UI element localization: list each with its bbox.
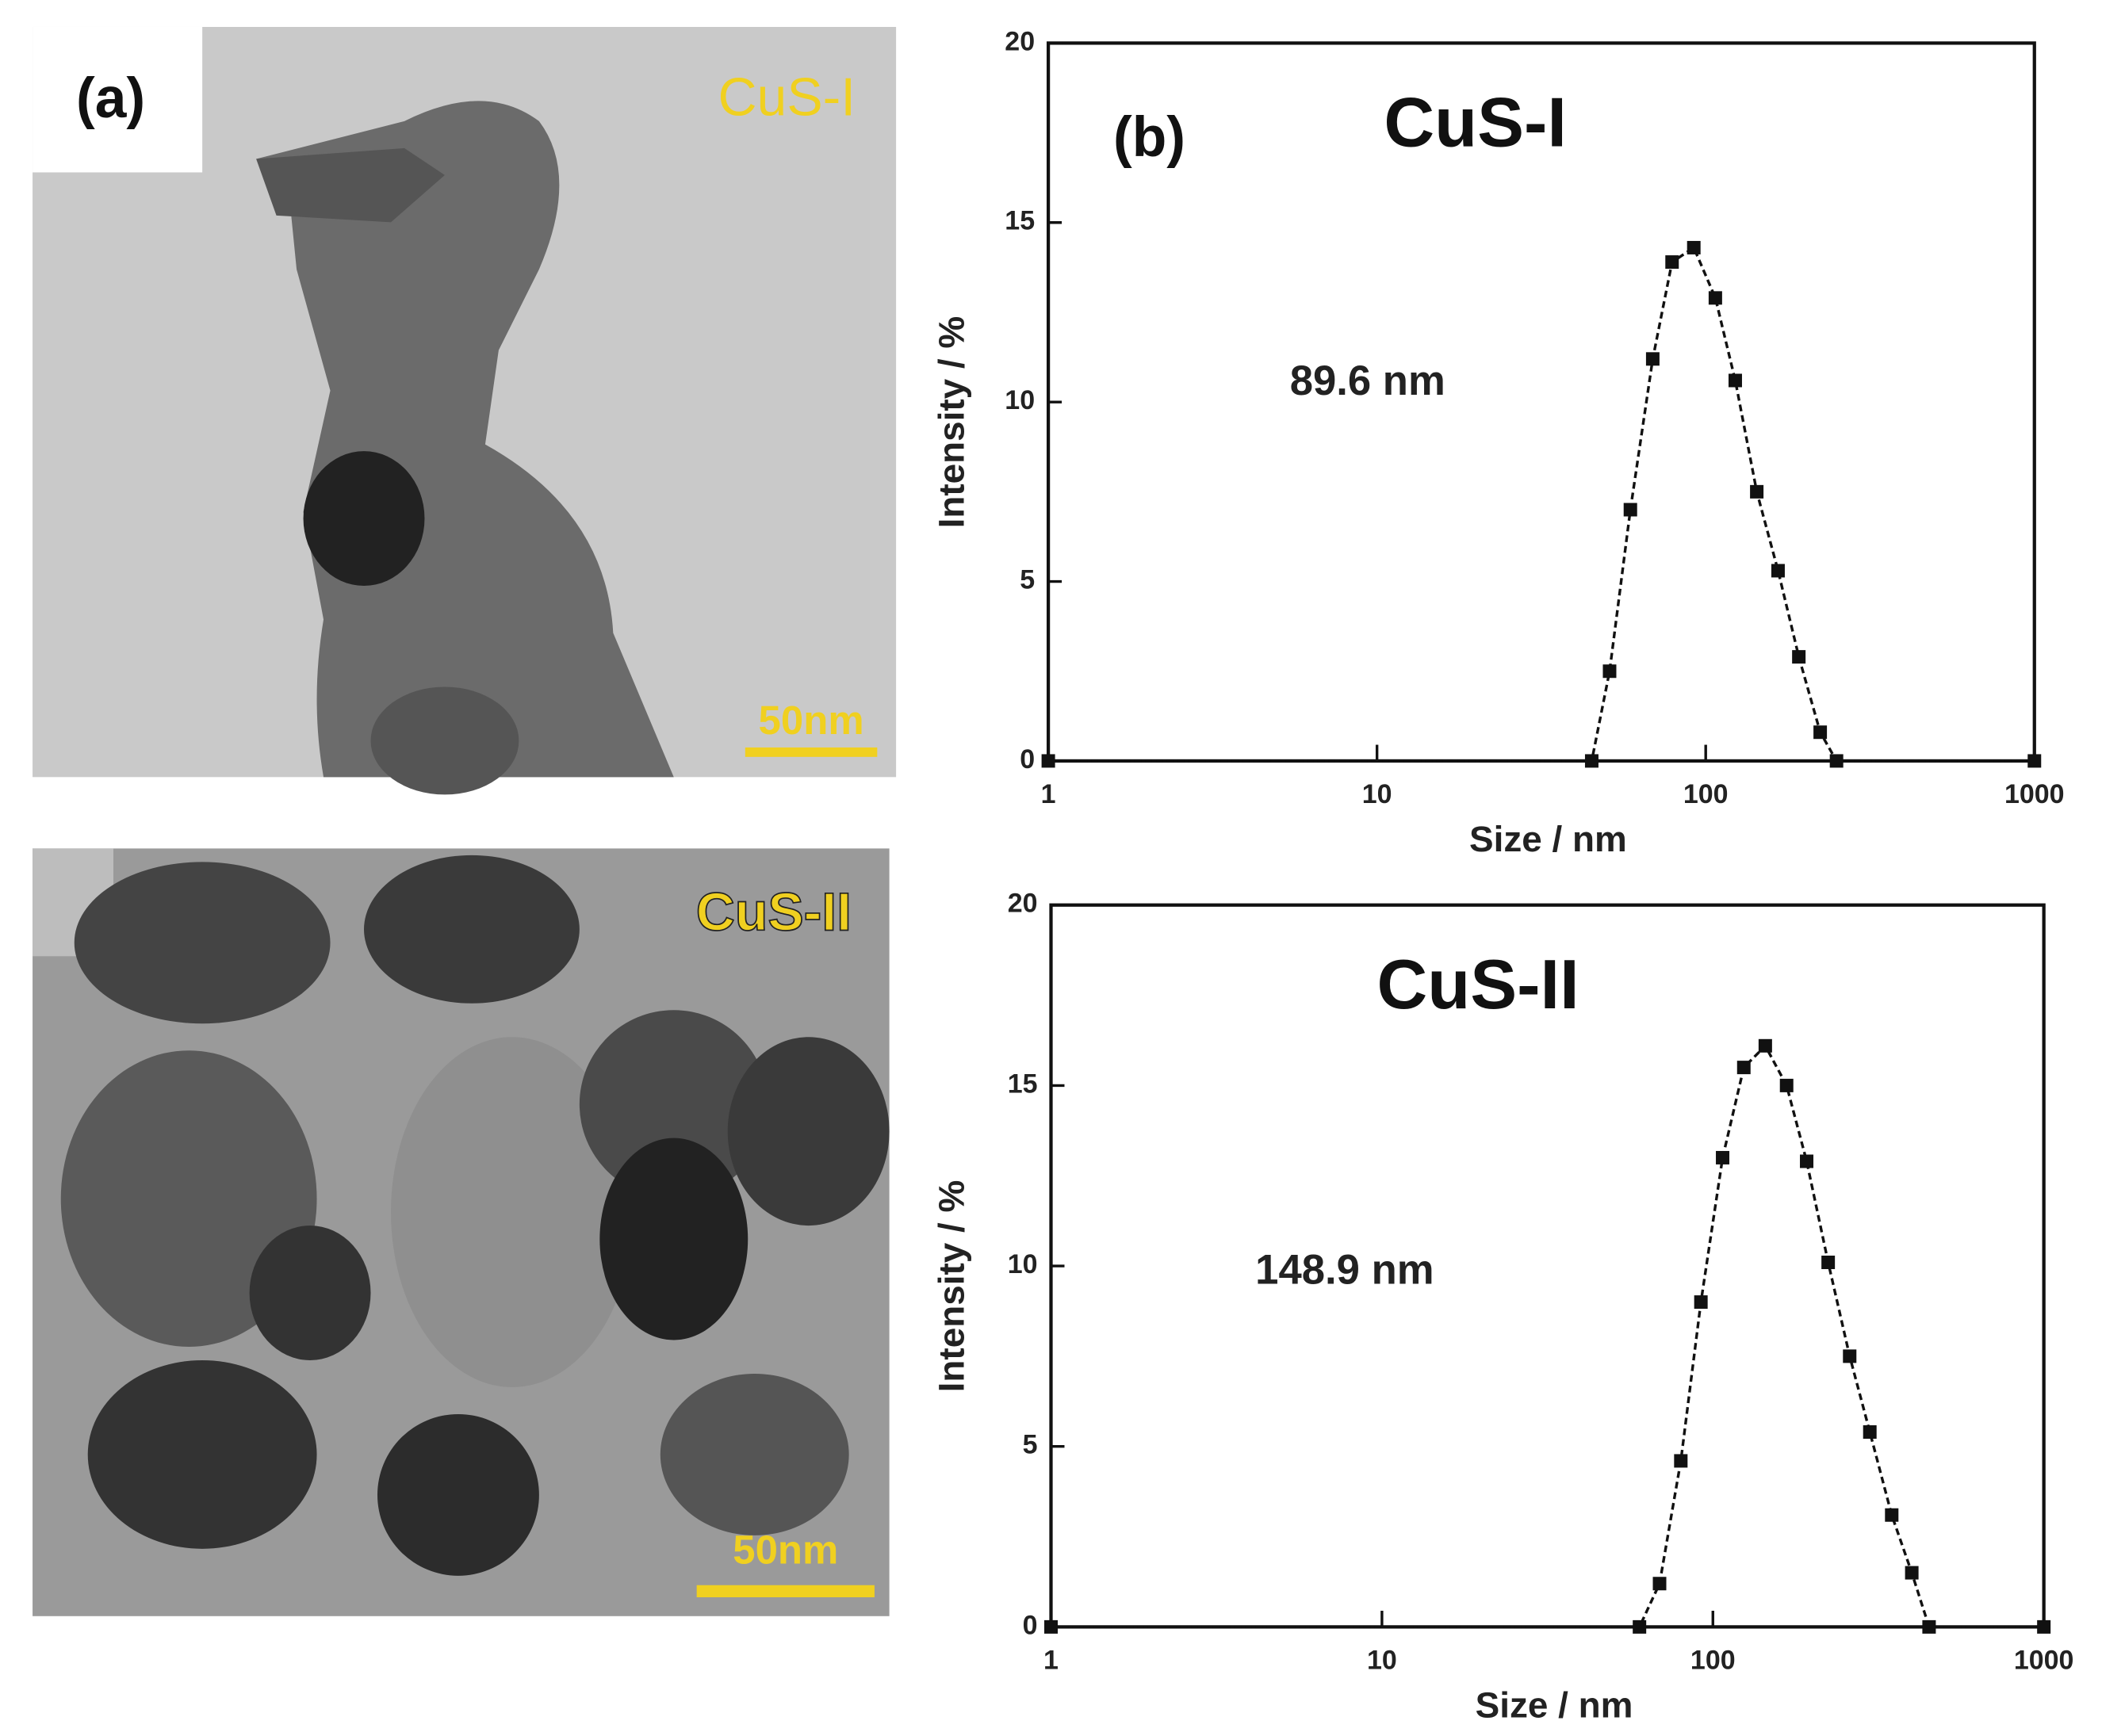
annotation: 89.6 nm xyxy=(1290,358,1445,404)
data-point xyxy=(1041,754,1055,768)
chart-title: CuS-II xyxy=(1377,945,1579,1023)
scale-bar-label: 50nm xyxy=(759,698,864,743)
data-point xyxy=(1750,484,1764,499)
x-tick-label: 10 xyxy=(1367,1646,1397,1676)
data-point xyxy=(1800,1154,1814,1168)
data-point xyxy=(2027,754,2042,768)
data-line xyxy=(1048,245,2035,763)
y-tick-label: 20 xyxy=(1005,26,1035,56)
data-point xyxy=(1758,1038,1772,1053)
data-point xyxy=(1779,1078,1794,1092)
data-line xyxy=(1051,1043,2044,1629)
image-label: CuS-I xyxy=(718,67,856,127)
data-point xyxy=(1863,1425,1877,1439)
x-tick-label: 100 xyxy=(1690,1646,1736,1676)
data-point xyxy=(1813,725,1828,740)
x-axis-label: Size / nm xyxy=(1476,1684,1633,1725)
data-point xyxy=(1694,1295,1708,1310)
data-point xyxy=(1922,1619,1936,1634)
y-tick-label: 15 xyxy=(1008,1069,1038,1099)
y-axis-label: Intensity / % xyxy=(930,1180,971,1393)
x-tick-label: 1 xyxy=(1043,1646,1059,1676)
x-tick-label: 10 xyxy=(1362,779,1392,809)
scale-bar-label: 50nm xyxy=(733,1527,838,1572)
x-tick-label: 100 xyxy=(1683,779,1729,809)
y-axis-label: Intensity / % xyxy=(930,316,971,529)
annotation: 148.9 nm xyxy=(1255,1246,1434,1293)
y-tick-label: 20 xyxy=(1008,889,1038,919)
data-point xyxy=(1584,754,1599,768)
image-label: CuS-II xyxy=(696,881,852,942)
y-tick-label: 5 xyxy=(1023,1430,1038,1460)
data-point xyxy=(1821,1256,1836,1269)
x-axis-label: Size / nm xyxy=(1469,818,1627,859)
data-point xyxy=(1708,291,1722,305)
data-point xyxy=(1728,373,1742,388)
tem-image xyxy=(33,26,897,795)
data-point xyxy=(1633,1619,1647,1634)
data-point xyxy=(1736,1061,1751,1075)
y-tick-label: 10 xyxy=(1005,385,1035,415)
y-tick-label: 0 xyxy=(1020,744,1035,774)
data-point xyxy=(1044,1619,1058,1634)
data-point xyxy=(1716,1150,1730,1164)
data-point xyxy=(1652,1577,1667,1591)
data-point xyxy=(1829,754,1844,768)
data-point xyxy=(1665,255,1679,270)
data-point xyxy=(1674,1454,1688,1468)
data-point xyxy=(1645,352,1660,366)
panel-label: (b) xyxy=(1113,105,1185,169)
x-tick-label: 1 xyxy=(1041,779,1056,809)
data-point xyxy=(1792,650,1806,664)
y-tick-label: 15 xyxy=(1005,206,1035,236)
x-tick-label: 1000 xyxy=(2004,779,2065,809)
chart-title: CuS-I xyxy=(1384,83,1567,162)
data-point xyxy=(2037,1619,2051,1634)
y-tick-label: 0 xyxy=(1023,1610,1038,1640)
y-tick-label: 10 xyxy=(1008,1249,1038,1279)
tem-image xyxy=(33,848,890,1616)
data-point xyxy=(1905,1566,1919,1580)
data-point xyxy=(1602,664,1617,679)
data-point xyxy=(1885,1508,1899,1522)
data-point xyxy=(1687,240,1701,254)
data-point xyxy=(1771,564,1785,578)
x-tick-label: 1000 xyxy=(2014,1646,2074,1676)
data-point xyxy=(1843,1349,1857,1363)
panel-label: (a) xyxy=(76,67,145,130)
y-tick-label: 5 xyxy=(1020,565,1035,595)
data-point xyxy=(1623,503,1637,517)
